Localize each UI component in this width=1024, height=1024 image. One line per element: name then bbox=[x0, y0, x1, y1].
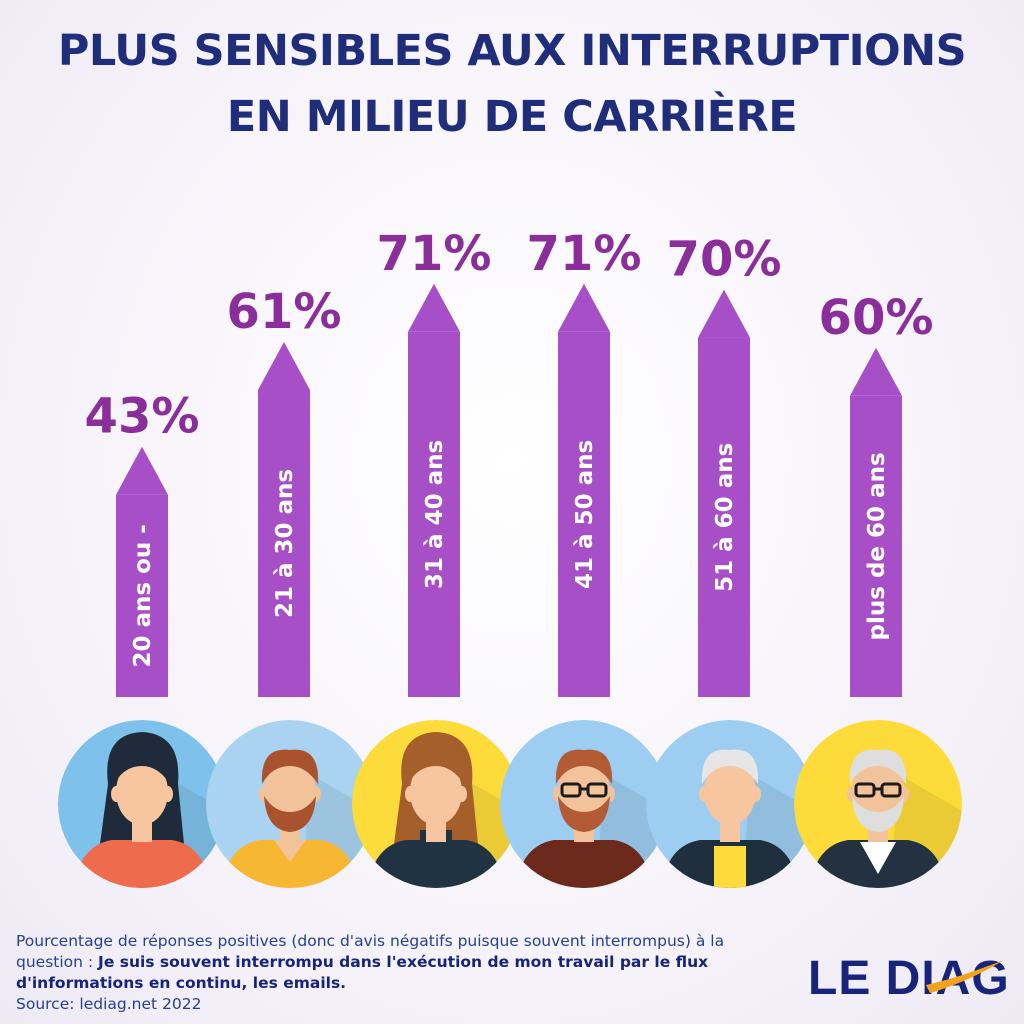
woman-long-hair-avatar bbox=[352, 720, 520, 888]
bar bbox=[408, 331, 460, 697]
value-label: 61% bbox=[227, 284, 342, 340]
avatar-ear bbox=[163, 786, 173, 802]
avatar-inner bbox=[794, 720, 962, 888]
category-label: 20 ans ou - bbox=[130, 524, 156, 667]
avatar-ear bbox=[405, 786, 415, 802]
hair-top bbox=[849, 749, 907, 784]
value-label: 71% bbox=[377, 226, 492, 282]
avatar-inner bbox=[352, 720, 520, 888]
bar-group: 20 ans ou - 43% bbox=[85, 389, 200, 697]
logo-swoosh bbox=[926, 960, 1004, 993]
footnote-source: Source: lediag.net 2022 bbox=[16, 995, 202, 1013]
bar bbox=[116, 494, 168, 697]
footnote-question: Je suis souvent interrompu dans l'exécut… bbox=[16, 953, 709, 992]
avatar-face bbox=[116, 759, 168, 825]
beard bbox=[558, 796, 610, 832]
bar-arrow-head bbox=[258, 341, 310, 390]
avatar-ear bbox=[311, 786, 321, 802]
category-label: 21 à 30 ans bbox=[272, 469, 298, 618]
footnote-lead: question : bbox=[16, 953, 99, 971]
bar-group: 41 à 50 ans 71% bbox=[527, 226, 642, 697]
avatar-shadow bbox=[300, 774, 374, 888]
bar bbox=[850, 395, 902, 697]
man-glasses-beard-avatar bbox=[500, 720, 668, 888]
avatar-inner bbox=[646, 720, 814, 888]
avatar-face bbox=[704, 759, 756, 825]
avatar-shadow bbox=[888, 774, 962, 888]
avatar-ear bbox=[259, 786, 269, 802]
title-line-2: EN MILIEU DE CARRIÈRE bbox=[226, 92, 798, 142]
avatar-shirt bbox=[366, 840, 506, 888]
hair-top bbox=[701, 749, 759, 784]
avatar-shadow bbox=[740, 774, 814, 888]
avatar-ear bbox=[457, 786, 467, 802]
footnote: Pourcentage de réponses positives (donc … bbox=[16, 931, 796, 1015]
bar-group: plus de 60 ans 60% bbox=[819, 290, 934, 697]
bar-arrow-head bbox=[116, 446, 168, 495]
bar-arrow-head bbox=[850, 347, 902, 396]
category-label: plus de 60 ans bbox=[864, 452, 890, 640]
avatar-shirt bbox=[514, 840, 654, 888]
older-woman-avatar bbox=[646, 720, 814, 888]
beard bbox=[264, 796, 316, 832]
beard bbox=[852, 796, 904, 832]
avatar-face bbox=[264, 759, 316, 825]
older-man-glasses-avatar bbox=[794, 720, 962, 888]
category-label: 41 à 50 ans bbox=[572, 440, 598, 589]
page-title: PLUS SENSIBLES AUX INTERRUPTIONS EN MILI… bbox=[0, 18, 1024, 150]
avatar-face bbox=[410, 759, 462, 825]
le-diag-logo: LE DIAG bbox=[808, 952, 1008, 1005]
avatar-ear bbox=[111, 786, 121, 802]
bar-arrow-head bbox=[698, 289, 750, 338]
bar-chart: 20 ans ou - 43% 21 à 30 ans 61% 31 à 40 ans 7… bbox=[58, 226, 962, 888]
bar bbox=[258, 389, 310, 697]
shirt-collar bbox=[274, 840, 306, 862]
category-label: 31 à 40 ans bbox=[422, 440, 448, 589]
value-label: 43% bbox=[85, 389, 200, 445]
avatar-shirt bbox=[72, 840, 212, 888]
footnote-line-1: Pourcentage de réponses positives (donc … bbox=[16, 932, 725, 950]
bar-group: 51 à 60 ans 70% bbox=[667, 232, 782, 697]
footnote-question-block: question : Je suis souvent interrompu da… bbox=[16, 952, 796, 994]
hair-top bbox=[113, 749, 171, 784]
logo-text: LE DIAG bbox=[808, 952, 1008, 1005]
category-label: 51 à 60 ans bbox=[712, 443, 738, 592]
avatar-face bbox=[558, 759, 610, 825]
bar-arrow-head bbox=[558, 283, 610, 332]
bar bbox=[698, 337, 750, 697]
bar bbox=[558, 331, 610, 697]
title-line-1: PLUS SENSIBLES AUX INTERRUPTIONS bbox=[57, 26, 967, 76]
avatar-ear bbox=[699, 786, 709, 802]
value-label: 71% bbox=[527, 226, 642, 282]
value-label: 70% bbox=[667, 232, 782, 288]
hair-top bbox=[407, 749, 465, 784]
shirt-inner bbox=[714, 846, 746, 888]
avatar-face bbox=[852, 759, 904, 825]
bar-group: 21 à 30 ans 61% bbox=[227, 284, 342, 697]
avatar-ear bbox=[751, 786, 761, 802]
value-label: 60% bbox=[819, 290, 934, 346]
shirt-collar bbox=[860, 842, 896, 874]
hair-top bbox=[555, 749, 613, 784]
bar-arrow-head bbox=[408, 283, 460, 332]
avatar-inner bbox=[500, 720, 668, 888]
avatar-shadow bbox=[594, 774, 668, 888]
hair-top bbox=[261, 749, 319, 784]
bar-group: 31 à 40 ans 71% bbox=[377, 226, 492, 697]
